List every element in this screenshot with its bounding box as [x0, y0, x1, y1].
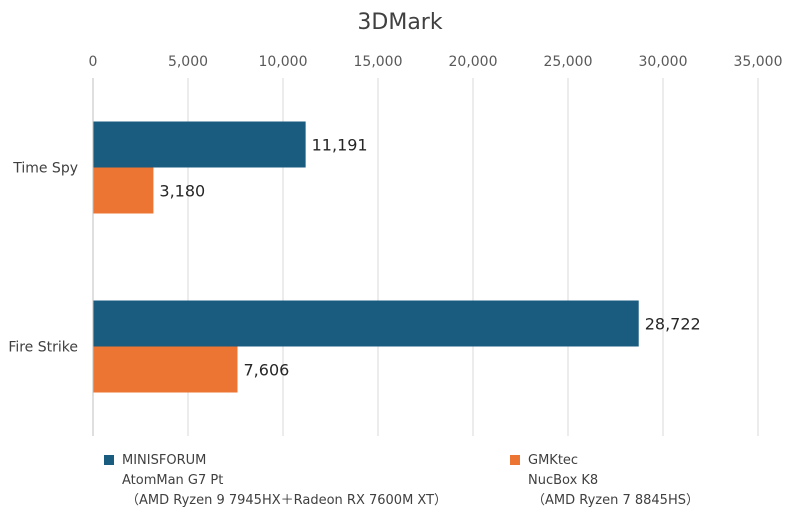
legend-line: （AMD Ryzen 9 7945HX＋Radeon RX 7600M XT）: [126, 493, 448, 508]
legend-swatch-minisforum: [104, 455, 114, 465]
legend-line: （AMD Ryzen 7 8845HS）: [532, 493, 699, 508]
x-tick-label: 25,000: [544, 54, 593, 70]
data-label: 11,191: [312, 136, 368, 155]
legend-line: NucBox K8: [528, 473, 599, 488]
bar: [93, 121, 306, 168]
x-tick-label: 10,000: [259, 54, 308, 70]
data-label: 28,722: [645, 315, 701, 334]
chart-title: 3DMark: [357, 10, 443, 35]
category-label: Time Spy: [12, 161, 78, 177]
x-tick-label: 30,000: [639, 54, 688, 70]
x-tick-label: 20,000: [449, 54, 498, 70]
bar: [93, 300, 639, 347]
category-label: Fire Strike: [8, 340, 78, 356]
legend-swatch-gmktec: [510, 455, 520, 465]
legend-line: AtomMan G7 Pt: [122, 473, 224, 488]
legend-line: GMKtec: [528, 453, 579, 468]
x-tick-label: 5,000: [168, 54, 208, 70]
legend-line: MINISFORUM: [122, 453, 207, 468]
legend-label-minisforum: MINISFORUM AtomMan G7 Pt （AMD Ryzen 9 79…: [122, 451, 447, 511]
legend-label-gmktec: GMKtec NucBox K8 （AMD Ryzen 7 8845HS）: [528, 451, 699, 511]
bar: [93, 167, 154, 214]
x-tick-label: 15,000: [354, 54, 403, 70]
bar: [93, 346, 238, 393]
x-tick-label: 35,000: [734, 54, 783, 70]
x-tick-label: 0: [89, 54, 98, 70]
legend-item-gmktec: GMKtec NucBox K8 （AMD Ryzen 7 8845HS）: [510, 451, 699, 511]
legend-item-minisforum: MINISFORUM AtomMan G7 Pt （AMD Ryzen 9 79…: [104, 451, 447, 511]
data-label: 3,180: [159, 182, 205, 201]
data-label: 7,606: [244, 361, 290, 380]
